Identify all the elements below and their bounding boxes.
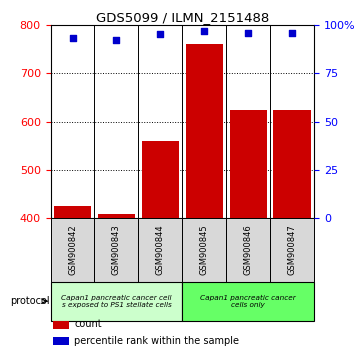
Bar (230, 109, 267, 218)
Bar (138, 218, 182, 282)
Bar (95, 218, 138, 282)
Bar (182, 282, 314, 320)
Text: GSM900847: GSM900847 (288, 225, 297, 275)
Text: GSM900846: GSM900846 (244, 225, 253, 275)
Point (289, 30, 295, 35)
Bar (53, 337, 69, 346)
Bar (53, 320, 69, 329)
Point (157, 32, 163, 37)
Bar (51, 218, 95, 282)
Point (201, 28, 207, 33)
Title: GDS5099 / ILMN_2151488: GDS5099 / ILMN_2151488 (96, 11, 269, 24)
Text: Capan1 pancreatic cancer
cells only: Capan1 pancreatic cancer cells only (200, 295, 296, 308)
Text: protocol: protocol (10, 296, 50, 306)
Bar (51, 282, 182, 320)
Point (70, 35, 75, 41)
Bar (182, 218, 226, 282)
Text: GSM900843: GSM900843 (112, 225, 121, 275)
Text: GSM900845: GSM900845 (200, 225, 209, 275)
Bar (142, 141, 179, 218)
Bar (273, 109, 311, 218)
Text: GSM900844: GSM900844 (156, 225, 165, 275)
Bar (54, 206, 91, 218)
Bar (98, 213, 135, 218)
Text: Capan1 pancreatic cancer cell
s exposed to PS1 stellate cells: Capan1 pancreatic cancer cell s exposed … (61, 295, 172, 308)
Text: GSM900842: GSM900842 (68, 225, 77, 275)
Text: count: count (74, 319, 102, 330)
Point (113, 38, 119, 43)
Bar (186, 44, 223, 218)
Point (245, 30, 251, 35)
Bar (226, 218, 270, 282)
Bar (270, 218, 314, 282)
Text: percentile rank within the sample: percentile rank within the sample (74, 336, 239, 346)
